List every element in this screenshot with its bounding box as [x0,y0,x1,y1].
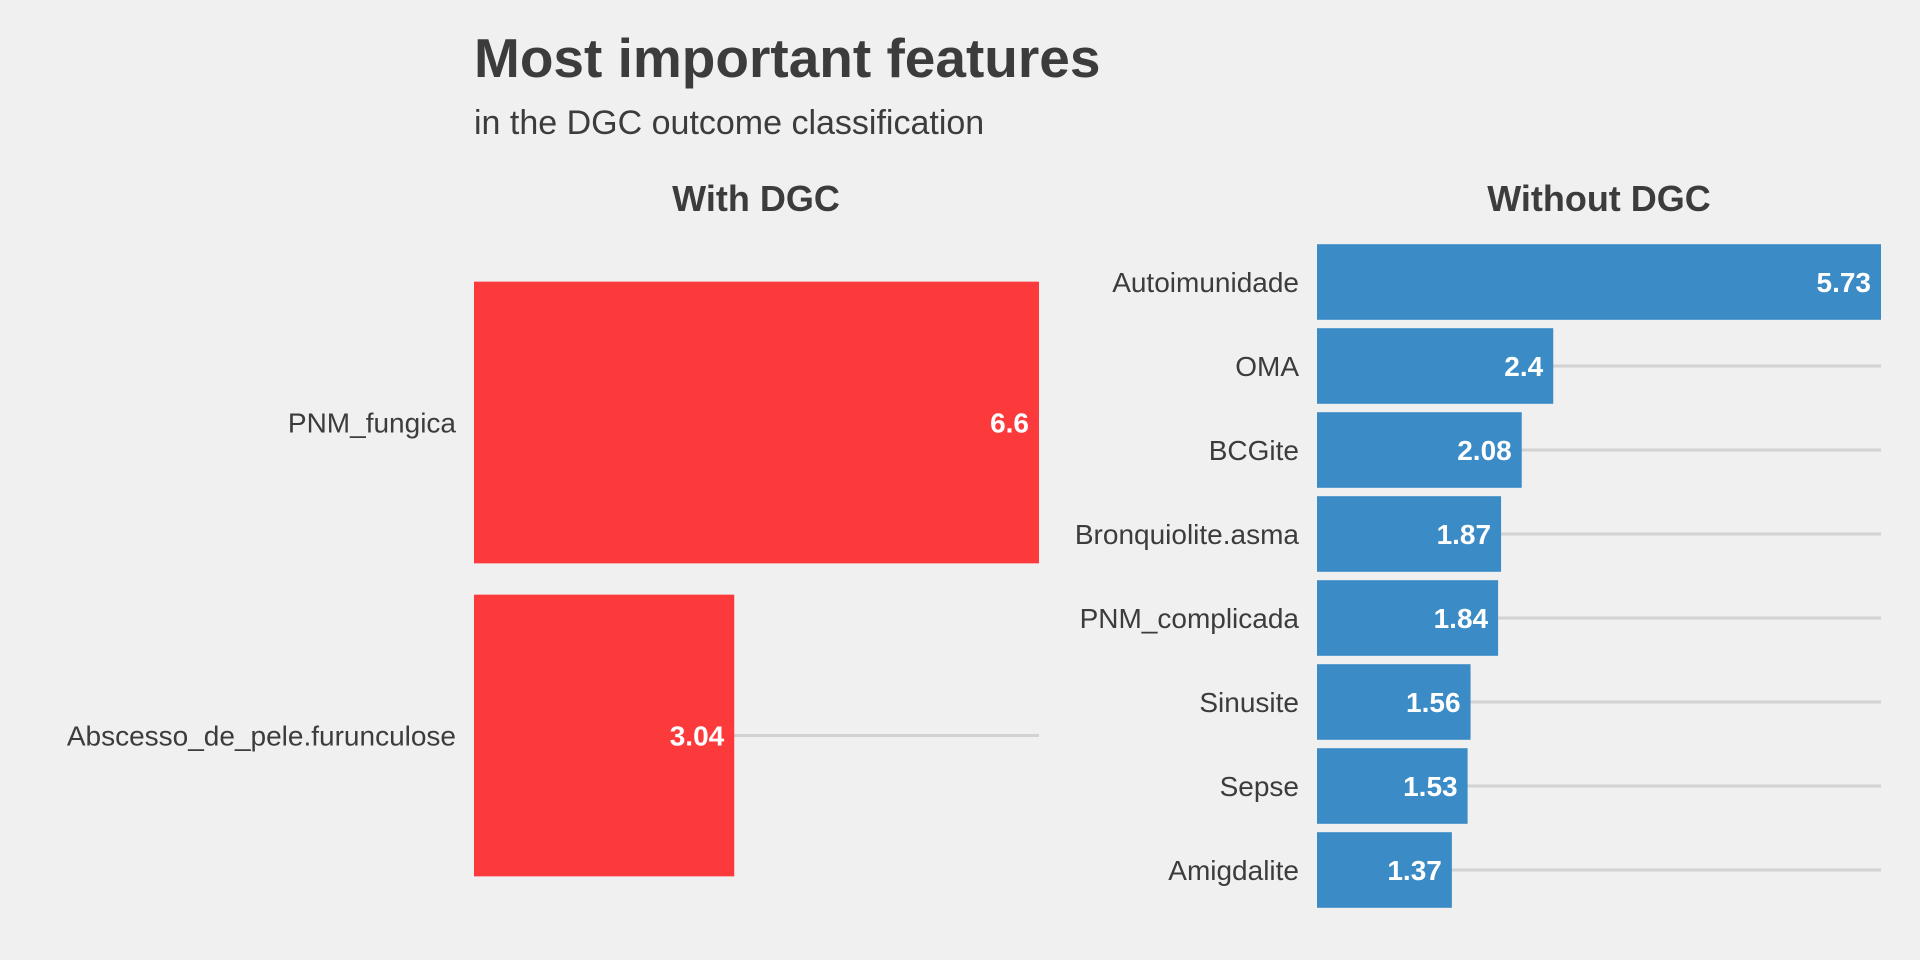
category-label-without-dgc-1: OMA [1235,351,1299,382]
value-label-without-dgc-5: 1.56 [1406,687,1461,718]
panel-title-with-dgc: With DGC [672,178,840,219]
category-label-without-dgc-6: Sepse [1220,771,1299,802]
category-label-without-dgc-0: Autoimunidade [1112,267,1299,298]
bar-without-dgc-2 [1317,412,1522,488]
category-label-without-dgc-4: PNM_complicada [1080,603,1300,634]
chart-subtitle: in the DGC outcome classification [474,104,985,142]
bar-without-dgc-0 [1317,244,1881,320]
value-label-without-dgc-0: 5.73 [1817,267,1872,298]
value-label-without-dgc-1: 2.4 [1504,351,1543,382]
bar-without-dgc-5 [1317,664,1471,740]
value-label-without-dgc-2: 2.08 [1457,435,1512,466]
category-label-without-dgc-3: Bronquiolite.asma [1075,519,1300,550]
bar-with-dgc-1 [474,594,735,877]
value-label-without-dgc-6: 1.53 [1403,771,1458,802]
bar-without-dgc-4 [1317,580,1499,656]
bar-without-dgc-3 [1317,496,1502,572]
value-label-without-dgc-4: 1.84 [1434,603,1489,634]
value-label-with-dgc-1: 3.04 [670,721,725,752]
bar-without-dgc-1 [1317,328,1554,404]
value-label-with-dgc-0: 6.6 [990,408,1029,439]
category-label-without-dgc-2: BCGite [1209,435,1299,466]
panel-title-without-dgc: Without DGC [1487,178,1711,219]
category-label-with-dgc-1: Abscesso_de_pele.furunculose [67,721,456,752]
bar-with-dgc-0 [474,281,1039,564]
value-label-without-dgc-7: 1.37 [1387,855,1442,886]
bar-without-dgc-7 [1317,832,1452,908]
category-label-without-dgc-5: Sinusite [1199,687,1299,718]
chart-title: Most important features [474,27,1101,89]
bar-without-dgc-6 [1317,748,1468,824]
category-label-without-dgc-7: Amigdalite [1168,855,1299,886]
value-label-without-dgc-3: 1.87 [1437,519,1492,550]
category-label-with-dgc-0: PNM_fungica [288,408,457,439]
